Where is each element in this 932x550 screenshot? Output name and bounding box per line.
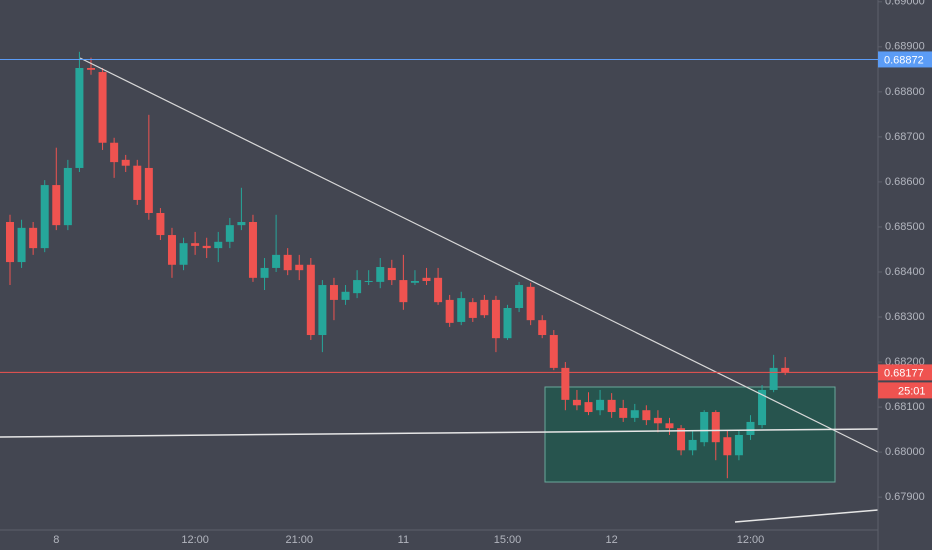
candle-body (596, 399, 605, 411)
candle-body (781, 367, 790, 373)
candle-body (549, 335, 558, 368)
candle-body (376, 267, 385, 282)
candle-body (480, 299, 489, 316)
x-tick-label: 12:00 (181, 534, 209, 546)
candle-body (734, 434, 743, 456)
candle-body (445, 299, 454, 323)
candle-body (758, 389, 767, 426)
candle-body (6, 221, 14, 263)
candle-body (457, 298, 466, 322)
candle-body (422, 277, 431, 281)
candle-body (110, 142, 119, 163)
candle-body (642, 410, 651, 421)
candle-body (607, 399, 616, 413)
candle-body (144, 167, 153, 213)
candle-body (98, 72, 107, 143)
candle-body (399, 280, 408, 303)
candle-body (329, 285, 338, 300)
y-tick-label: 0.69000 (885, 0, 925, 8)
candle-body (179, 243, 188, 265)
candle-body (225, 225, 234, 242)
countdown-box (878, 382, 932, 399)
candle-body (214, 241, 223, 249)
candle-body (410, 280, 419, 283)
x-tick-label: 12:00 (737, 534, 765, 546)
y-tick-label: 0.68700 (885, 131, 925, 143)
candle-body (387, 267, 396, 281)
price-label: 0.68872 (884, 54, 924, 66)
y-tick-label: 0.68100 (885, 401, 925, 413)
candle-body (561, 367, 570, 400)
candle-body (584, 402, 593, 413)
candle-body (434, 277, 443, 303)
candle-body (121, 159, 130, 166)
candle-body (723, 437, 732, 456)
candle-body (572, 399, 581, 406)
candle-body (341, 291, 350, 300)
candle-body (746, 421, 755, 435)
candle-body (468, 302, 477, 318)
candle-body (491, 299, 500, 339)
y-tick-label: 0.68800 (885, 86, 925, 98)
price-label: 0.68177 (884, 367, 924, 379)
x-tick-label: 15:00 (494, 534, 522, 546)
x-tick-label: 8 (53, 534, 59, 546)
candle-body (272, 254, 281, 268)
candle-body (665, 423, 674, 429)
candle-body (526, 286, 535, 321)
candle-body (40, 185, 49, 249)
candle-body (283, 254, 292, 271)
candle-body (653, 417, 662, 424)
y-tick-label: 0.68000 (885, 446, 925, 458)
y-tick-label: 0.68500 (885, 221, 925, 233)
candle-body (688, 439, 697, 451)
x-tick-label: 21:00 (285, 534, 313, 546)
candle-body (711, 412, 720, 443)
candle-body (503, 308, 512, 339)
candle-body (202, 245, 211, 249)
candle-body (318, 285, 327, 336)
y-tick-label: 0.68300 (885, 311, 925, 323)
candle-body (191, 243, 200, 246)
candle-body (156, 212, 165, 236)
candle-body (630, 410, 639, 418)
y-tick-label: 0.68600 (885, 176, 925, 188)
candle-body (515, 285, 524, 309)
price-label-box (878, 364, 932, 381)
price-label-box (878, 51, 932, 68)
candle-body (364, 280, 373, 282)
candle-body (52, 185, 61, 226)
candle-body (677, 428, 686, 451)
x-tick-label: 11 (398, 534, 409, 546)
x-tick-label: 12 (606, 534, 618, 546)
candle-body (248, 221, 257, 278)
candle-body (17, 227, 26, 263)
candle-body (769, 367, 778, 390)
candle-body (538, 320, 547, 336)
candle-body (353, 280, 362, 294)
candle-body (86, 67, 95, 70)
candle-body (75, 67, 84, 168)
range-box (544, 386, 836, 483)
candle-body (260, 267, 269, 278)
candle-body (295, 264, 304, 271)
trend-line (734, 509, 879, 523)
y-tick-label: 0.67900 (885, 491, 925, 503)
trend-line (79, 57, 879, 453)
candle-body (700, 412, 709, 443)
candle-body (63, 167, 72, 226)
candle-body (133, 165, 142, 200)
candle-body (29, 227, 38, 249)
y-tick-label: 0.68400 (885, 266, 925, 278)
y-tick-label: 0.68900 (885, 41, 925, 53)
candle-body (237, 221, 246, 226)
countdown: 25:01 (898, 385, 926, 397)
candle-body (167, 235, 176, 265)
candle-body (306, 264, 315, 336)
candle-body (619, 407, 628, 418)
trend-line (0, 428, 879, 438)
